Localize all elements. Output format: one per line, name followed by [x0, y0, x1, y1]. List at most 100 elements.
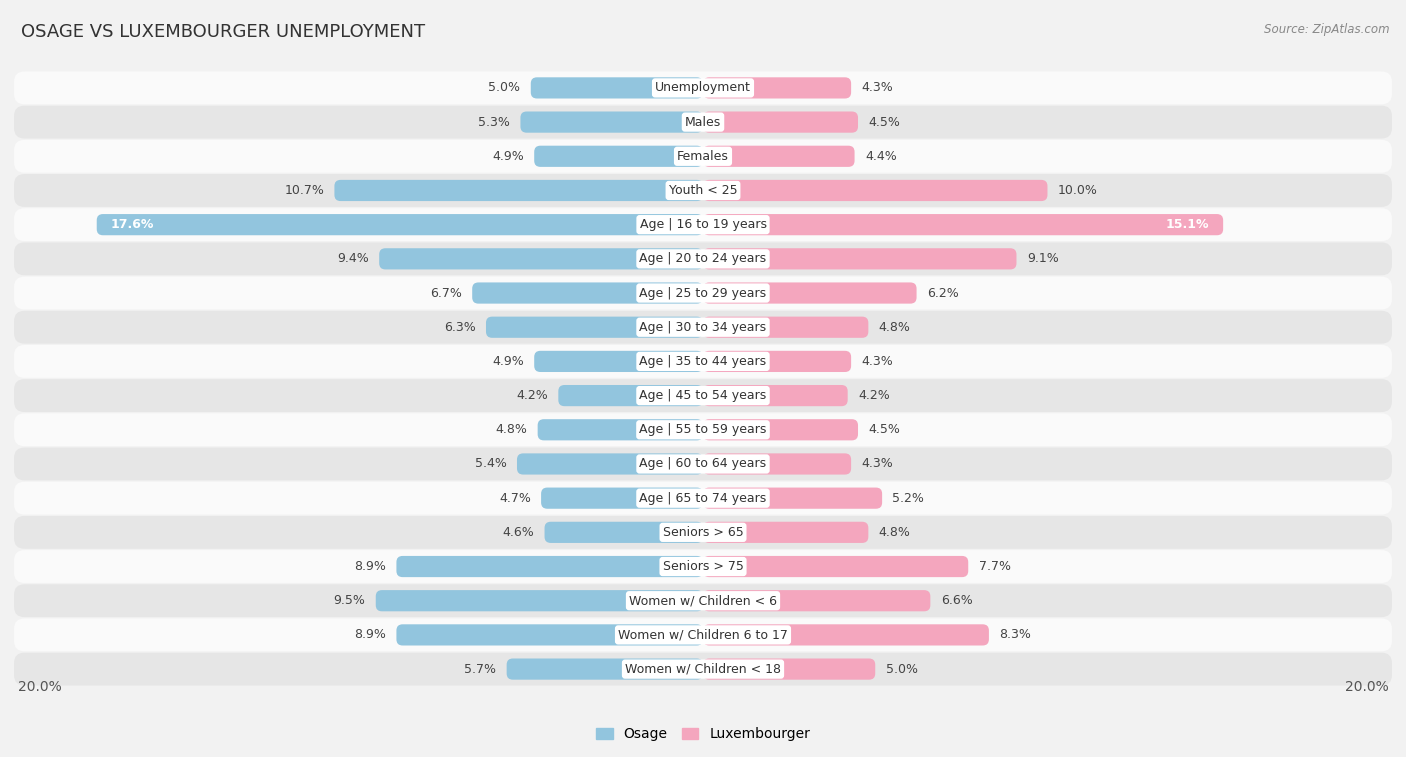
FancyBboxPatch shape	[14, 345, 1392, 378]
Text: Age | 55 to 59 years: Age | 55 to 59 years	[640, 423, 766, 436]
FancyBboxPatch shape	[541, 488, 703, 509]
FancyBboxPatch shape	[544, 522, 703, 543]
Text: 4.8%: 4.8%	[879, 526, 911, 539]
FancyBboxPatch shape	[517, 453, 703, 475]
Text: Women w/ Children < 6: Women w/ Children < 6	[628, 594, 778, 607]
FancyBboxPatch shape	[335, 180, 703, 201]
FancyBboxPatch shape	[703, 248, 1017, 269]
Text: 5.0%: 5.0%	[886, 662, 918, 675]
FancyBboxPatch shape	[703, 145, 855, 167]
Text: 4.5%: 4.5%	[869, 116, 900, 129]
Text: Males: Males	[685, 116, 721, 129]
FancyBboxPatch shape	[537, 419, 703, 441]
Text: 5.4%: 5.4%	[475, 457, 506, 470]
FancyBboxPatch shape	[486, 316, 703, 338]
FancyBboxPatch shape	[703, 488, 882, 509]
Text: 4.9%: 4.9%	[492, 355, 524, 368]
FancyBboxPatch shape	[703, 590, 931, 612]
Text: Seniors > 75: Seniors > 75	[662, 560, 744, 573]
Text: 10.0%: 10.0%	[1057, 184, 1098, 197]
Text: Age | 45 to 54 years: Age | 45 to 54 years	[640, 389, 766, 402]
Text: 6.6%: 6.6%	[941, 594, 973, 607]
Text: Age | 20 to 24 years: Age | 20 to 24 years	[640, 252, 766, 266]
FancyBboxPatch shape	[703, 180, 1047, 201]
Text: 4.4%: 4.4%	[865, 150, 897, 163]
FancyBboxPatch shape	[14, 584, 1392, 617]
Text: Source: ZipAtlas.com: Source: ZipAtlas.com	[1264, 23, 1389, 36]
FancyBboxPatch shape	[703, 453, 851, 475]
Text: 4.2%: 4.2%	[858, 389, 890, 402]
FancyBboxPatch shape	[14, 208, 1392, 241]
Text: 4.3%: 4.3%	[862, 355, 893, 368]
Text: 8.3%: 8.3%	[1000, 628, 1031, 641]
FancyBboxPatch shape	[506, 659, 703, 680]
Text: 4.5%: 4.5%	[869, 423, 900, 436]
Text: OSAGE VS LUXEMBOURGER UNEMPLOYMENT: OSAGE VS LUXEMBOURGER UNEMPLOYMENT	[21, 23, 425, 41]
FancyBboxPatch shape	[14, 242, 1392, 276]
FancyBboxPatch shape	[14, 481, 1392, 515]
Text: 20.0%: 20.0%	[17, 680, 62, 693]
FancyBboxPatch shape	[14, 413, 1392, 446]
FancyBboxPatch shape	[14, 550, 1392, 583]
FancyBboxPatch shape	[375, 590, 703, 612]
Text: Age | 60 to 64 years: Age | 60 to 64 years	[640, 457, 766, 470]
Text: 4.7%: 4.7%	[499, 491, 531, 505]
FancyBboxPatch shape	[703, 350, 851, 372]
FancyBboxPatch shape	[703, 385, 848, 407]
FancyBboxPatch shape	[703, 556, 969, 577]
Text: 5.2%: 5.2%	[893, 491, 924, 505]
FancyBboxPatch shape	[14, 447, 1392, 481]
FancyBboxPatch shape	[534, 350, 703, 372]
FancyBboxPatch shape	[14, 618, 1392, 651]
FancyBboxPatch shape	[14, 276, 1392, 310]
FancyBboxPatch shape	[534, 145, 703, 167]
Text: 6.2%: 6.2%	[927, 287, 959, 300]
FancyBboxPatch shape	[14, 653, 1392, 686]
FancyBboxPatch shape	[703, 625, 988, 646]
Text: 9.4%: 9.4%	[337, 252, 368, 266]
Text: Women w/ Children < 18: Women w/ Children < 18	[626, 662, 780, 675]
Text: Age | 65 to 74 years: Age | 65 to 74 years	[640, 491, 766, 505]
Text: 6.7%: 6.7%	[430, 287, 461, 300]
FancyBboxPatch shape	[703, 214, 1223, 235]
FancyBboxPatch shape	[97, 214, 703, 235]
Text: 9.1%: 9.1%	[1026, 252, 1059, 266]
Text: 8.9%: 8.9%	[354, 628, 387, 641]
Text: 4.2%: 4.2%	[516, 389, 548, 402]
Text: 10.7%: 10.7%	[284, 184, 323, 197]
Text: 4.3%: 4.3%	[862, 82, 893, 95]
Text: 8.9%: 8.9%	[354, 560, 387, 573]
FancyBboxPatch shape	[703, 522, 869, 543]
Text: 4.3%: 4.3%	[862, 457, 893, 470]
Text: Females: Females	[678, 150, 728, 163]
FancyBboxPatch shape	[703, 316, 869, 338]
Text: Age | 35 to 44 years: Age | 35 to 44 years	[640, 355, 766, 368]
Text: Unemployment: Unemployment	[655, 82, 751, 95]
FancyBboxPatch shape	[396, 625, 703, 646]
Text: Age | 16 to 19 years: Age | 16 to 19 years	[640, 218, 766, 231]
FancyBboxPatch shape	[14, 71, 1392, 104]
FancyBboxPatch shape	[703, 659, 875, 680]
Text: 5.0%: 5.0%	[488, 82, 520, 95]
Text: 20.0%: 20.0%	[1344, 680, 1389, 693]
Text: 9.5%: 9.5%	[333, 594, 366, 607]
FancyBboxPatch shape	[14, 174, 1392, 207]
FancyBboxPatch shape	[531, 77, 703, 98]
Text: Youth < 25: Youth < 25	[669, 184, 737, 197]
Text: Women w/ Children 6 to 17: Women w/ Children 6 to 17	[619, 628, 787, 641]
FancyBboxPatch shape	[380, 248, 703, 269]
FancyBboxPatch shape	[14, 516, 1392, 549]
Text: 4.6%: 4.6%	[502, 526, 534, 539]
Text: 5.7%: 5.7%	[464, 662, 496, 675]
FancyBboxPatch shape	[703, 77, 851, 98]
Text: 15.1%: 15.1%	[1166, 218, 1209, 231]
FancyBboxPatch shape	[520, 111, 703, 132]
FancyBboxPatch shape	[396, 556, 703, 577]
FancyBboxPatch shape	[703, 282, 917, 304]
Text: 4.8%: 4.8%	[495, 423, 527, 436]
Text: 17.6%: 17.6%	[111, 218, 153, 231]
Text: 4.8%: 4.8%	[879, 321, 911, 334]
Text: 5.3%: 5.3%	[478, 116, 510, 129]
Text: Seniors > 65: Seniors > 65	[662, 526, 744, 539]
FancyBboxPatch shape	[558, 385, 703, 407]
